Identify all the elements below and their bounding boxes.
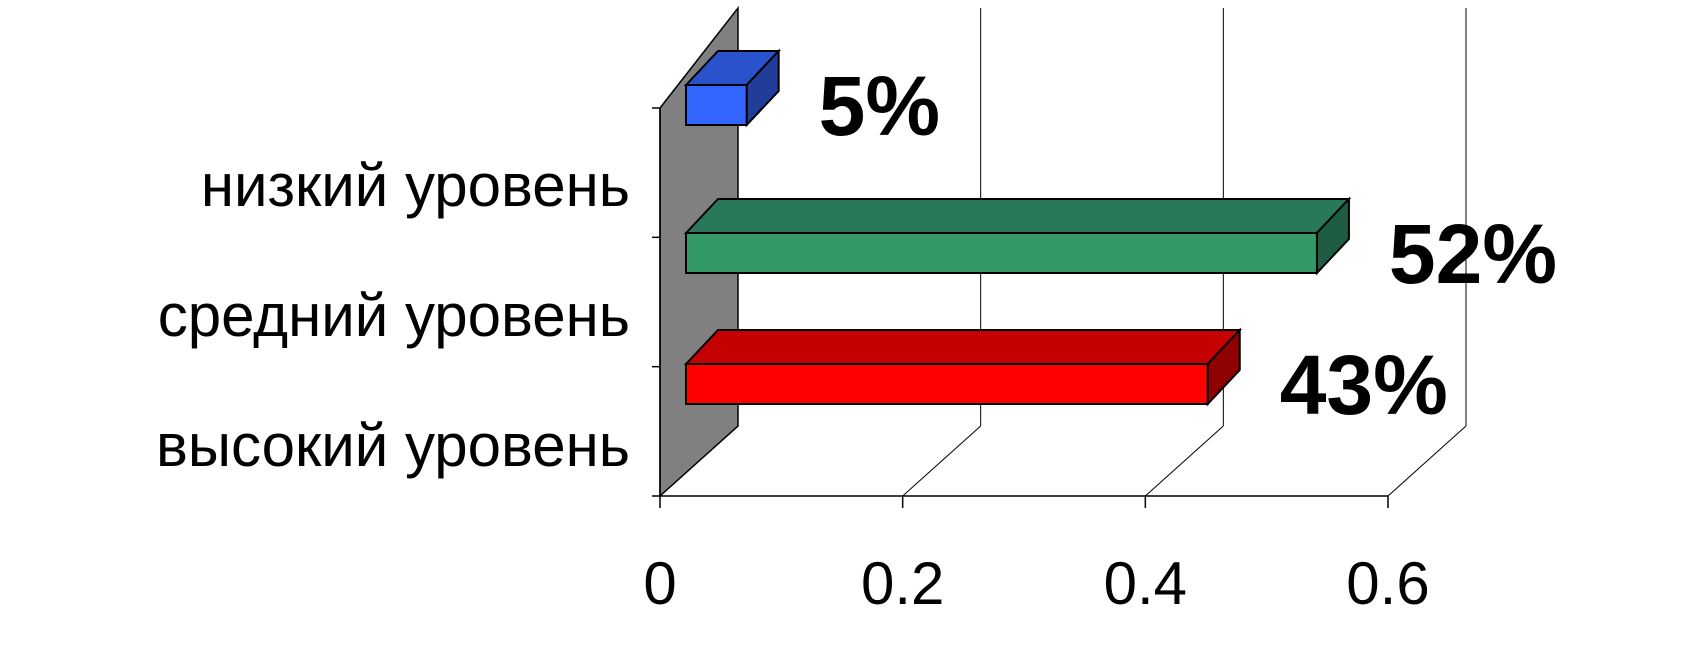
x-tick-label: 0.2 <box>861 550 944 617</box>
bars <box>683 48 1352 407</box>
bar-3 <box>683 327 1243 407</box>
data-label: 43% <box>1280 338 1448 432</box>
floor-line <box>1387 425 1467 497</box>
bar-top-face <box>683 198 1352 234</box>
bar-front-face <box>685 84 748 126</box>
data-label: 52% <box>1389 207 1557 301</box>
floor-line <box>1144 425 1224 497</box>
bar-front-face <box>685 232 1318 274</box>
data-label: 5% <box>819 59 940 153</box>
x-tick-label: 0 <box>643 550 676 617</box>
x-tick-label: 0.4 <box>1104 550 1187 617</box>
bar-1 <box>683 48 781 128</box>
axes <box>652 107 1389 508</box>
bar-2 <box>683 196 1352 276</box>
x-tick-label: 0.6 <box>1346 550 1429 617</box>
category-label: низкий уровень <box>201 152 630 219</box>
labels: 0 0.2 0.4 0.6 5% 52% 43% низкий уровень средний … <box>156 59 1557 617</box>
floor-line <box>902 425 982 497</box>
floor-line <box>659 425 739 497</box>
category-label: средний уровень <box>158 282 630 349</box>
category-label: высокий уровень <box>156 412 630 479</box>
bar-front-face <box>685 363 1209 405</box>
bar-top-face <box>683 329 1243 365</box>
